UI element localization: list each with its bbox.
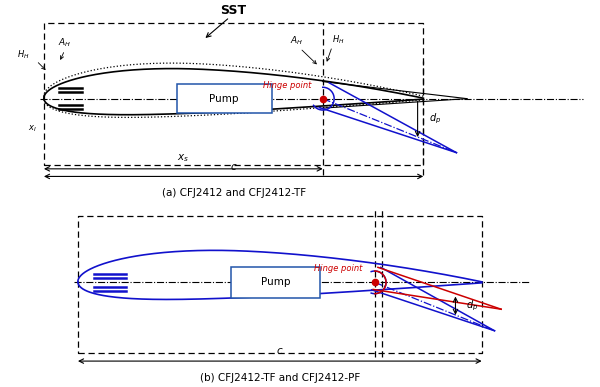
- Text: $c$: $c$: [230, 162, 238, 172]
- Bar: [232, 267, 320, 298]
- Text: $H_H$: $H_H$: [332, 33, 345, 46]
- Text: Hinge point: Hinge point: [263, 81, 311, 90]
- Text: $A_H$: $A_H$: [58, 37, 71, 49]
- Text: $A_H$: $A_H$: [290, 35, 303, 48]
- Text: Hinge point: Hinge point: [314, 264, 362, 274]
- Text: SST: SST: [221, 4, 247, 17]
- Text: $c$: $c$: [276, 346, 284, 356]
- Text: $H_H$: $H_H$: [17, 49, 29, 61]
- Text: $x_s$: $x_s$: [178, 152, 190, 164]
- Text: (b) CFJ2412-TF and CFJ2412-PF: (b) CFJ2412-TF and CFJ2412-PF: [200, 373, 360, 383]
- Text: Pump: Pump: [261, 277, 290, 287]
- Text: (a) CFJ2412 and CFJ2412-TF: (a) CFJ2412 and CFJ2412-TF: [161, 188, 305, 198]
- Bar: [176, 84, 272, 113]
- Text: $d_p$: $d_p$: [466, 298, 478, 313]
- Text: $x_I$: $x_I$: [28, 124, 37, 134]
- Text: Pump: Pump: [209, 94, 239, 104]
- Text: $d_p$: $d_p$: [429, 112, 441, 127]
